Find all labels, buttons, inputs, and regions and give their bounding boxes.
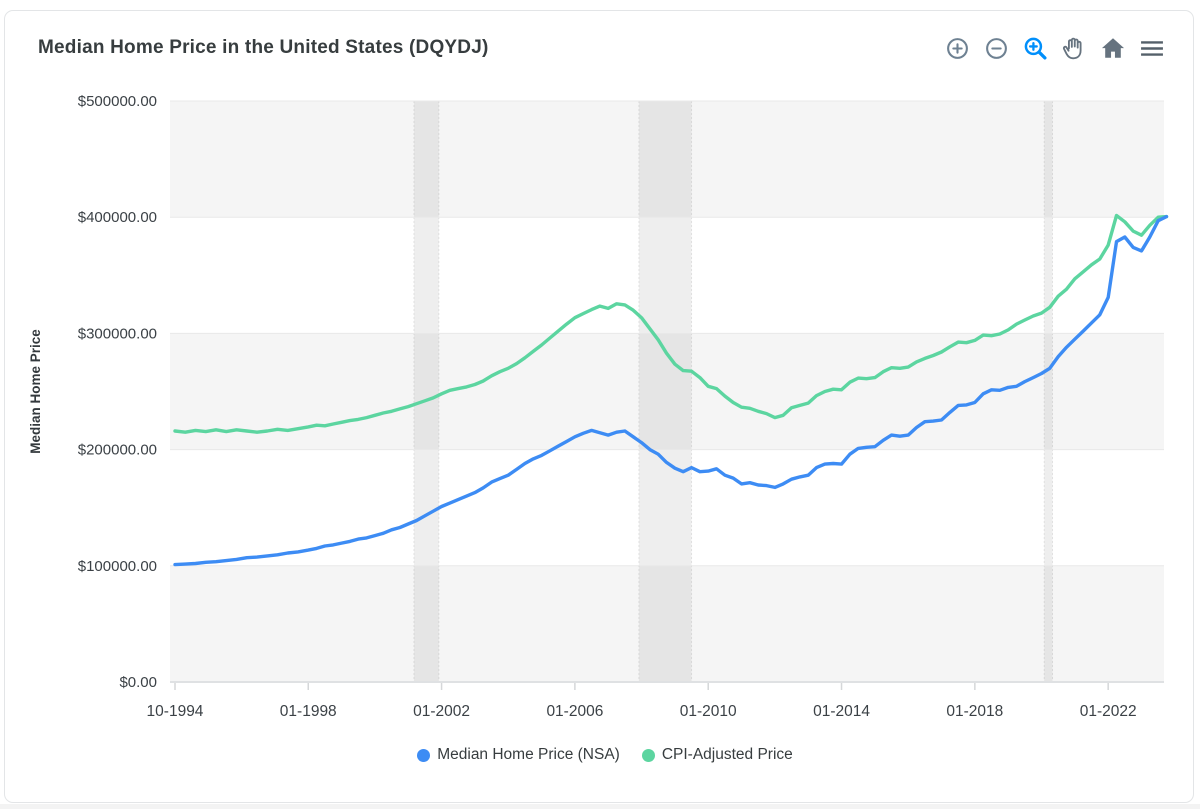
menu-icon[interactable] xyxy=(1139,35,1165,61)
legend-label-nsa: Median Home Price (NSA) xyxy=(437,746,620,763)
row-stripe xyxy=(170,217,1164,334)
series-line[interactable] xyxy=(173,214,1169,567)
x-axis-label: 10-1994 xyxy=(147,703,204,720)
series-line[interactable] xyxy=(173,213,1169,434)
y-axis-label: $0.00 xyxy=(119,674,157,691)
home-icon[interactable] xyxy=(1100,35,1126,61)
y-axis-title: Median Home Price xyxy=(28,329,43,454)
row-stripe xyxy=(170,449,1164,566)
selection-zoom-icon[interactable] xyxy=(1022,35,1048,61)
x-axis-label: 01-2002 xyxy=(413,703,470,720)
recession-band xyxy=(638,101,692,682)
chart-legend: Median Home Price (NSA) CPI-Adjusted Pri… xyxy=(5,746,1200,764)
row-stripe xyxy=(170,565,1164,682)
x-axis-label: 01-2006 xyxy=(546,703,603,720)
chart-title: Median Home Price in the United States (… xyxy=(38,37,489,58)
y-axis-label: $400000.00 xyxy=(78,209,157,226)
recession-band xyxy=(413,101,439,682)
y-axis-label: $100000.00 xyxy=(78,558,157,575)
zoom-in-icon[interactable] xyxy=(944,35,970,61)
zoom-out-icon[interactable] xyxy=(983,35,1009,61)
x-axis-label: 01-2010 xyxy=(680,703,737,720)
page-below-strip xyxy=(0,804,1200,809)
pan-icon[interactable] xyxy=(1061,35,1087,61)
legend-marker-nsa-icon xyxy=(417,748,431,762)
row-stripe xyxy=(170,101,1164,218)
legend-item-nsa[interactable]: Median Home Price (NSA) xyxy=(417,746,620,764)
legend-marker-cpi-icon xyxy=(641,748,655,762)
y-axis-label: $500000.00 xyxy=(78,93,157,110)
y-axis-label: $300000.00 xyxy=(78,325,157,342)
x-axis-label: 01-2014 xyxy=(813,703,870,720)
chart-toolbar xyxy=(944,35,1165,61)
recession-band xyxy=(1044,101,1053,682)
x-axis-label: 01-2018 xyxy=(946,703,1003,720)
y-axis-label: $200000.00 xyxy=(78,442,157,459)
x-axis-label: 01-2022 xyxy=(1080,703,1137,720)
x-axis-label: 01-1998 xyxy=(280,703,337,720)
legend-label-cpi: CPI-Adjusted Price xyxy=(661,746,793,763)
legend-item-cpi[interactable]: CPI-Adjusted Price xyxy=(641,746,793,764)
